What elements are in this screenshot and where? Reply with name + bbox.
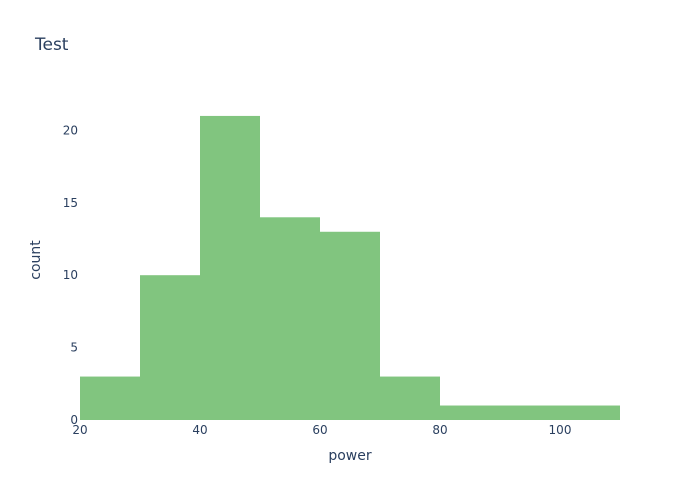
histogram-bar-2 xyxy=(200,115,260,420)
x-axis-title: power xyxy=(328,448,372,464)
histogram-bar-7 xyxy=(500,405,560,420)
y-tick-label: 0 xyxy=(70,413,78,427)
x-tick-label: 20 xyxy=(72,423,87,437)
bars-group xyxy=(80,115,620,420)
x-tick-label: 100 xyxy=(549,423,572,437)
histogram-bar-3 xyxy=(260,217,320,420)
histogram-bar-4 xyxy=(320,231,380,420)
y-tick-label: 20 xyxy=(63,123,78,137)
chart-title: Test xyxy=(34,35,69,55)
y-tick-label: 5 xyxy=(70,341,78,355)
y-axis-ticks: 0 5 10 15 20 xyxy=(63,123,78,427)
y-axis-title: count xyxy=(28,240,44,280)
x-tick-label: 60 xyxy=(312,423,327,437)
histogram-bar-6 xyxy=(440,405,500,420)
y-tick-label: 10 xyxy=(63,268,78,282)
x-tick-label: 80 xyxy=(432,423,447,437)
histogram-bar-5 xyxy=(380,376,440,420)
histogram-bar-0 xyxy=(80,376,140,420)
histogram-bar-8 xyxy=(560,405,620,420)
x-axis-ticks: 20 40 60 80 100 xyxy=(72,423,571,437)
y-tick-label: 15 xyxy=(63,196,78,210)
x-tick-label: 40 xyxy=(192,423,207,437)
histogram-bar-1 xyxy=(140,275,200,420)
